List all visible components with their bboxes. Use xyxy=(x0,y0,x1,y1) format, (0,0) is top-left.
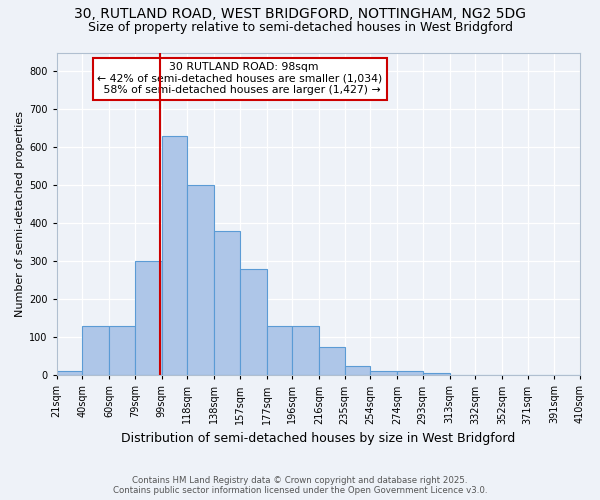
Bar xyxy=(135,262,161,376)
Bar xyxy=(370,372,397,376)
Text: 30, RUTLAND ROAD, WEST BRIDGFORD, NOTTINGHAM, NG2 5DG: 30, RUTLAND ROAD, WEST BRIDGFORD, NOTTIN… xyxy=(74,8,526,22)
Bar xyxy=(266,326,292,376)
Bar xyxy=(109,326,135,376)
Bar xyxy=(56,372,82,376)
Bar xyxy=(344,366,370,376)
Y-axis label: Number of semi-detached properties: Number of semi-detached properties xyxy=(15,111,25,317)
Bar xyxy=(82,326,109,376)
Bar xyxy=(239,269,266,376)
Bar xyxy=(161,136,187,376)
Bar xyxy=(292,326,319,376)
Bar xyxy=(422,374,449,376)
Bar xyxy=(319,347,344,376)
Bar xyxy=(397,372,422,376)
Text: Contains HM Land Registry data © Crown copyright and database right 2025.
Contai: Contains HM Land Registry data © Crown c… xyxy=(113,476,487,495)
Bar xyxy=(449,374,475,376)
Text: 30 RUTLAND ROAD: 98sqm
← 42% of semi-detached houses are smaller (1,034)
 58% of: 30 RUTLAND ROAD: 98sqm ← 42% of semi-det… xyxy=(97,62,382,96)
Bar xyxy=(187,186,214,376)
Bar xyxy=(214,231,239,376)
X-axis label: Distribution of semi-detached houses by size in West Bridgford: Distribution of semi-detached houses by … xyxy=(121,432,515,445)
Text: Size of property relative to semi-detached houses in West Bridgford: Size of property relative to semi-detach… xyxy=(88,21,512,34)
